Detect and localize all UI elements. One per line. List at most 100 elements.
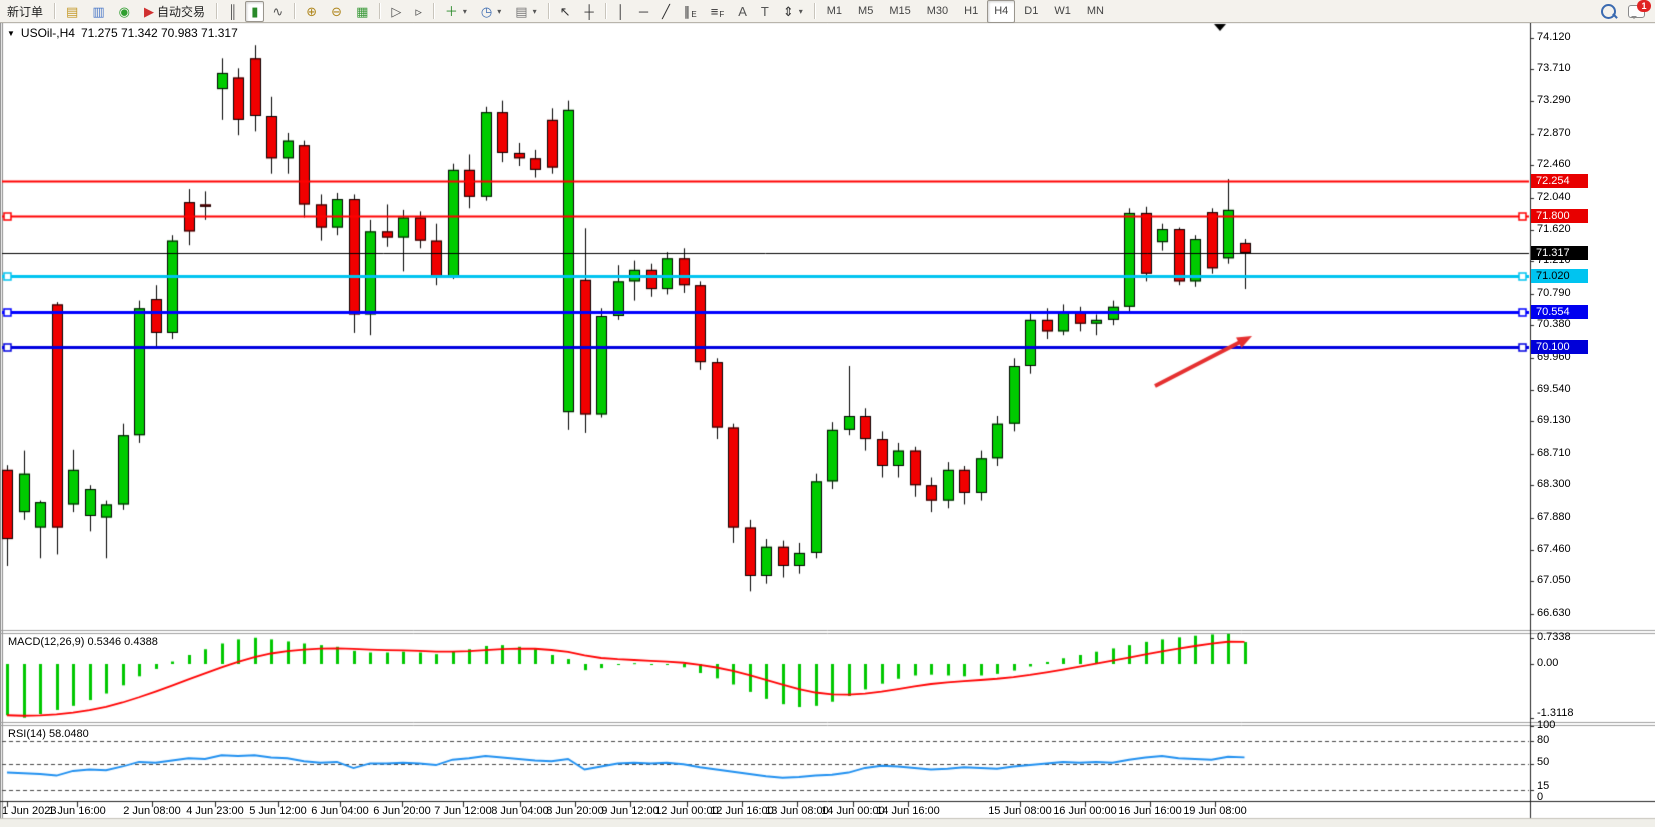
icon-subscript: E: [691, 9, 697, 19]
text-button[interactable]: A: [732, 1, 753, 22]
timeframe-button-w1[interactable]: W1: [1054, 5, 1071, 17]
zoom-in-icon: ⊕: [306, 3, 318, 19]
toolbar-separator: [547, 3, 549, 19]
crosshair-button[interactable]: ┼: [579, 1, 600, 22]
price-tick-label: 68.300: [1537, 478, 1571, 491]
horizontal-line-button[interactable]: ─: [633, 1, 654, 22]
chevron-down-icon: ▾: [798, 6, 803, 16]
price-line-label: 70.554: [1531, 304, 1588, 319]
price-tick-label: 69.130: [1537, 414, 1571, 427]
timeframe-button-m30[interactable]: M30: [926, 5, 949, 17]
time-axis-label: 14 Jun 16:00: [876, 805, 940, 817]
tile-windows-icon: ▦: [356, 3, 369, 19]
zoom-out-icon: ⊖: [331, 3, 343, 19]
price-tick-label: 73.710: [1537, 62, 1571, 75]
templates-button[interactable]: ▤ ▾: [509, 1, 542, 22]
time-axis-label: 12 Jun 16:00: [710, 805, 774, 817]
time-axis-label: 16 Jun 16:00: [1118, 805, 1182, 817]
indicators-button[interactable]: ＋ ▾: [439, 1, 473, 22]
toolbar-separator: [54, 3, 56, 19]
crosshair-icon: ┼: [584, 3, 594, 19]
signals-icon-icon: ◉: [118, 3, 130, 19]
timeframe-button-d1[interactable]: D1: [1024, 5, 1039, 17]
time-axis-label: 19 Jun 08:00: [1183, 805, 1247, 817]
chart-window-icon[interactable]: ▤: [60, 1, 84, 22]
auto-trading-icon: ▶: [143, 3, 154, 19]
rsi-axis-label: 0: [1537, 791, 1544, 803]
tile-windows-button[interactable]: ▦: [350, 1, 374, 22]
main-toolbar: 新订单 ▤ ▥ ◉ ▶ 自动交易 ║ ▮ ∿ ⊕ ⊖ ▦ ▷ ▹ ＋ ▾ ◷ ▾ ▤ ▾ ↖ ┼ │ ─ ╱ ∥ E ≡ F A T ⇕ ▾ M1…: [0, 0, 1655, 23]
signals-icon[interactable]: ◉: [113, 1, 136, 22]
timeframe-button-mn[interactable]: MN: [1086, 5, 1104, 17]
price-tick-label: 70.790: [1537, 286, 1571, 299]
timeframe-button-m5[interactable]: M5: [858, 5, 874, 17]
rsi-axis-label: 100: [1537, 719, 1556, 731]
time-axis-label: 12 Jun 00:00: [655, 805, 719, 817]
search-icon[interactable]: [1601, 3, 1616, 19]
timeframe-button-m15[interactable]: M15: [889, 5, 911, 17]
chart-window-icon-icon: ▤: [66, 3, 79, 19]
timeframe-button-h4[interactable]: H4: [987, 0, 1016, 23]
ohlc-quotes: 71.275 71.342 70.983 71.317: [80, 26, 238, 40]
time-axis-label: 15 Jun 08:00: [988, 805, 1052, 817]
time-axis-label: 13 Jun 08:00: [765, 805, 829, 817]
icon-subscript: F: [719, 9, 725, 19]
equidistant-channel-button[interactable]: ∥ E: [678, 1, 703, 22]
new-order-button[interactable]: 新订单: [1, 1, 49, 22]
macd-axis-label: -1.3118: [1537, 707, 1574, 719]
candlestick-chart-button[interactable]: ▮: [245, 0, 265, 22]
macd-label: MACD(12,26,9) 0.5346 0.4388: [8, 636, 158, 648]
time-axis-label: 5 Jun 12:00: [249, 805, 307, 817]
price-tick-label: 74.120: [1537, 30, 1571, 43]
cursor-button[interactable]: ↖: [554, 1, 577, 22]
bar-chart-button[interactable]: ║: [222, 1, 243, 22]
arrows-button[interactable]: ⇕ ▾: [777, 1, 809, 22]
periods-button[interactable]: ◷ ▾: [475, 1, 507, 22]
time-axis-label: 7 Jun 12:00: [434, 805, 492, 817]
vertical-line-icon: │: [616, 3, 625, 19]
chart-title: ▼ USOil-,H4 71.275 71.342 70.983 71.317: [7, 26, 238, 40]
rsi-label: RSI(14) 58.0480: [8, 728, 89, 740]
toolbar-separator: [432, 3, 434, 19]
time-axis-label: 1 Jun 2023: [2, 805, 57, 817]
price-tick-label: 68.710: [1537, 446, 1571, 459]
chevron-down-icon: ▾: [462, 6, 467, 16]
timeframe-button-h1[interactable]: H1: [964, 5, 979, 17]
trendline-button[interactable]: ╱: [656, 1, 676, 22]
notifications-icon[interactable]: 1: [1628, 0, 1651, 19]
templates-icon: ▤: [515, 3, 528, 19]
price-tick-label: 67.460: [1537, 542, 1571, 555]
price-line-label: 71.020: [1531, 269, 1588, 283]
chevron-down-icon: ▾: [532, 6, 537, 16]
chart-shift-button[interactable]: ▹: [409, 1, 428, 22]
zoom-in-button[interactable]: ⊕: [300, 1, 323, 22]
price-tick-label: 73.290: [1537, 94, 1571, 107]
time-axis-label: 16 Jun 00:00: [1053, 805, 1117, 817]
equidistant-channel-icon: ∥: [683, 3, 691, 19]
time-axis-label: 2 Jun 08:00: [123, 805, 181, 817]
collapse-icon[interactable]: ▼: [7, 28, 15, 38]
vertical-line-button[interactable]: │: [611, 1, 631, 22]
price-line-label: 70.100: [1531, 339, 1588, 354]
indicators-icon: ＋: [444, 3, 458, 19]
text-label-button[interactable]: T: [755, 1, 775, 22]
auto-scroll-button[interactable]: ▷: [385, 1, 407, 22]
line-chart-button[interactable]: ∿: [266, 1, 289, 22]
price-tick-label: 67.050: [1537, 574, 1571, 587]
horizontal-line-icon: ─: [638, 3, 649, 19]
new-order-button-label: 新订单: [7, 4, 44, 19]
terminal-icon[interactable]: ▥: [86, 1, 110, 22]
price-tick-label: 67.880: [1537, 510, 1571, 523]
time-axis-label: 6 Jun 20:00: [373, 805, 431, 817]
zoom-out-button[interactable]: ⊖: [325, 1, 348, 22]
timeframe-button-m1[interactable]: M1: [826, 5, 843, 17]
fibonacci-button[interactable]: ≡ F: [705, 1, 730, 22]
auto-trading-button[interactable]: ▶ 自动交易: [138, 1, 211, 22]
price-line-label: 72.254: [1531, 174, 1588, 189]
periods-icon: ◷: [480, 3, 493, 19]
bar-chart-icon: ║: [227, 3, 238, 19]
time-axis-label: 14 Jun 00:00: [821, 805, 885, 817]
price-tick-label: 66.630: [1537, 606, 1571, 619]
